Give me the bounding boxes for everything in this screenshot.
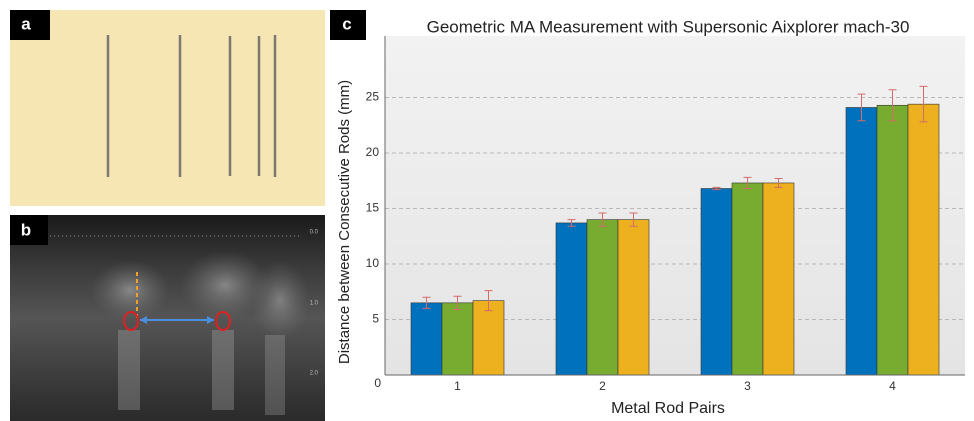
bar xyxy=(701,189,732,375)
panel-b: 0.0 1.0 2.0 b xyxy=(10,215,325,421)
chart-title: Geometric MA Measurement with Supersonic… xyxy=(427,17,910,36)
bar xyxy=(846,107,877,375)
x-tick-label: 3 xyxy=(744,379,751,393)
bar xyxy=(442,303,473,375)
scale-label: 2.0 xyxy=(310,371,319,377)
bar xyxy=(732,183,763,375)
phantom-photo xyxy=(10,10,325,206)
bar xyxy=(877,105,908,375)
x-tick-label: 2 xyxy=(599,379,606,393)
scale-label: 1.0 xyxy=(310,301,319,307)
panel-c: c Geometric MA Measurement with Superson… xyxy=(330,10,965,417)
scale-label: 0.0 xyxy=(310,230,319,236)
panel-label: b xyxy=(21,220,31,239)
y-axis-label: Distance between Consecutive Rods (mm) xyxy=(336,80,353,364)
bar xyxy=(587,220,618,375)
y-tick-label: 20 xyxy=(366,145,380,159)
figure: a 0.0 1.0 2.0 b c Geometric MA Measureme… xyxy=(0,0,974,421)
y-tick-label: 25 xyxy=(366,90,380,104)
x-tick-label: 4 xyxy=(889,379,896,393)
bar xyxy=(908,104,939,375)
figure-canvas: a 0.0 1.0 2.0 b c Geometric MA Measureme… xyxy=(0,0,974,421)
y-tick-label: 10 xyxy=(366,256,380,270)
x-tick-label: 1 xyxy=(454,379,461,393)
bar xyxy=(618,220,649,375)
bar xyxy=(473,301,504,375)
panel-a: a xyxy=(10,10,325,206)
x-axis-label: Metal Rod Pairs xyxy=(611,400,725,417)
y-tick-label: 15 xyxy=(366,201,380,215)
y-tick-label: 5 xyxy=(372,312,379,326)
bar xyxy=(763,183,794,375)
bar xyxy=(556,223,587,375)
panel-label: c xyxy=(342,14,351,33)
panel-label: a xyxy=(21,14,31,33)
y-tick-label: 0 xyxy=(374,376,381,390)
bar xyxy=(411,303,442,375)
